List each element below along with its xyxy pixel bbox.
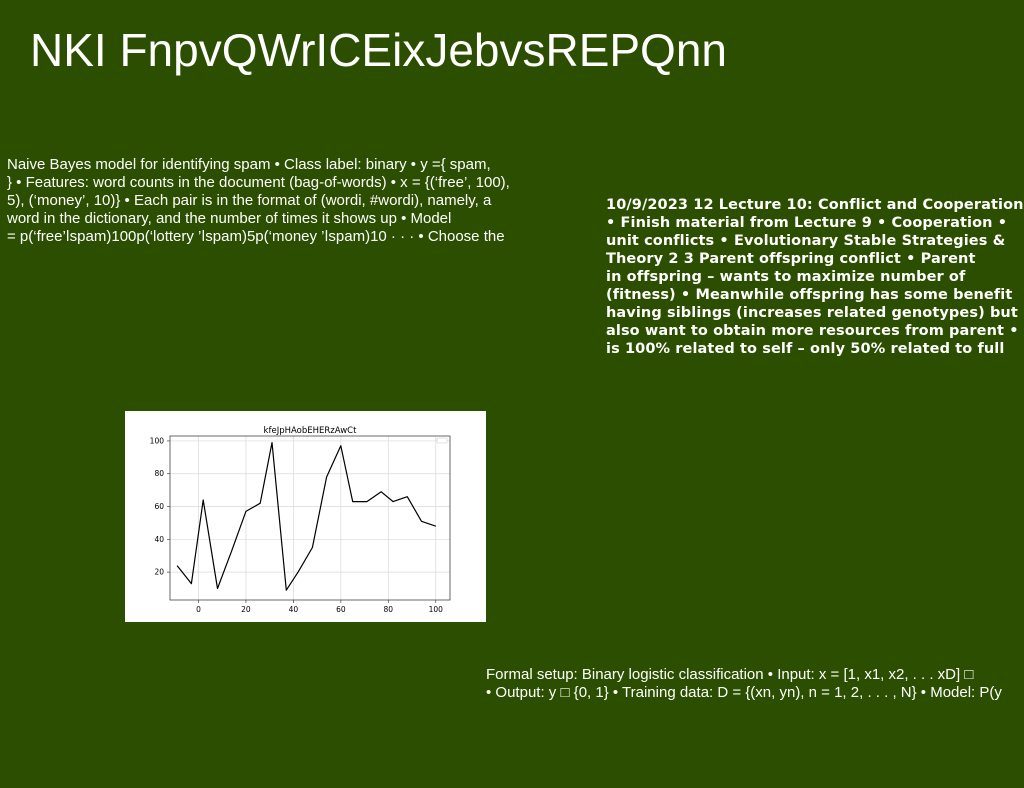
chart-series [176,442,436,591]
chart-ticks: 0 20 40 60 80 100 20 40 60 80 100 [150,436,443,614]
x-tick-label: 40 [289,605,299,614]
slide-title: NKI FnpvQWrICEixJebvsREPQnn [30,24,728,76]
y-tick-label: 60 [154,502,164,511]
chart-title: kfeJpHAobEHERzAwCt [264,426,358,436]
y-tick-label: 20 [154,568,164,577]
x-tick-label: 80 [384,605,394,614]
plot-area-frame [169,435,451,601]
legend-box [436,437,448,444]
x-tick-label: 20 [241,605,251,614]
x-tick-label: 0 [196,605,201,614]
x-tick-label: 100 [429,605,444,614]
line-chart-svg: kfeJpHAobEHERzAwCt 0 20 40 60 80 100 20 40 60 80 1… [150,426,451,614]
chart-grid [170,436,450,600]
series-line [176,442,436,591]
y-tick-label: 80 [154,469,164,478]
y-tick-label: 100 [150,436,165,445]
text-block-lecture-10: 10/9/2023 12 Lecture 10: Conflict and Co… [606,197,1024,357]
line-chart: kfeJpHAobEHERzAwCt 0 20 40 60 80 100 20 40 60 80 1… [125,411,486,622]
text-block-logistic-classification: Formal setup: Binary logistic classifica… [486,666,1002,701]
text-block-naive-bayes: Naive Bayes model for identifying spam •… [7,156,510,245]
y-tick-label: 40 [154,535,164,544]
x-tick-label: 60 [336,605,346,614]
